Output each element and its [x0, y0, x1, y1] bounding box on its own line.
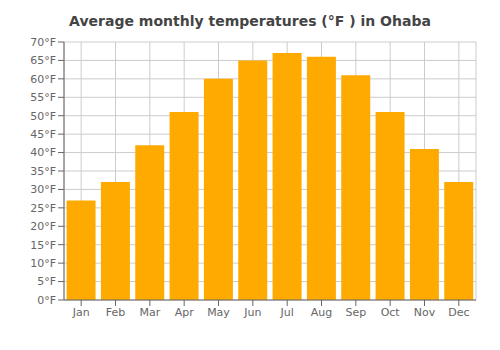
- svg-text:Nov: Nov: [414, 306, 436, 319]
- svg-text:0°F: 0°F: [37, 294, 56, 307]
- svg-text:May: May: [207, 306, 230, 319]
- svg-text:35°F: 35°F: [30, 165, 56, 178]
- svg-text:Jul: Jul: [280, 306, 294, 319]
- svg-text:40°F: 40°F: [30, 146, 56, 159]
- svg-text:50°F: 50°F: [30, 110, 56, 123]
- svg-text:10°F: 10°F: [30, 257, 56, 270]
- svg-text:65°F: 65°F: [30, 54, 56, 67]
- svg-text:30°F: 30°F: [30, 183, 56, 196]
- svg-text:25°F: 25°F: [30, 202, 56, 215]
- svg-text:5°F: 5°F: [37, 275, 56, 288]
- svg-text:45°F: 45°F: [30, 128, 56, 141]
- svg-text:15°F: 15°F: [30, 239, 56, 252]
- svg-text:Feb: Feb: [106, 306, 125, 319]
- svg-text:Oct: Oct: [381, 306, 401, 319]
- svg-text:20°F: 20°F: [30, 220, 56, 233]
- html-text:Average monthly temperatures (: Average monthly temperatures (°F ) in Oh…: [69, 13, 431, 29]
- svg-text:Dec: Dec: [448, 306, 469, 319]
- svg-text:70°F: 70°F: [30, 36, 56, 49]
- svg-text:Aug: Aug: [311, 306, 332, 319]
- svg-text:Apr: Apr: [175, 306, 195, 319]
- svg-text:Jan: Jan: [72, 306, 90, 319]
- svg-text:60°F: 60°F: [30, 73, 56, 86]
- svg-text:Mar: Mar: [139, 306, 160, 319]
- svg-text:Jun: Jun: [243, 306, 261, 319]
- svg-text:55°F: 55°F: [30, 91, 56, 104]
- svg-text:Sep: Sep: [345, 306, 366, 319]
